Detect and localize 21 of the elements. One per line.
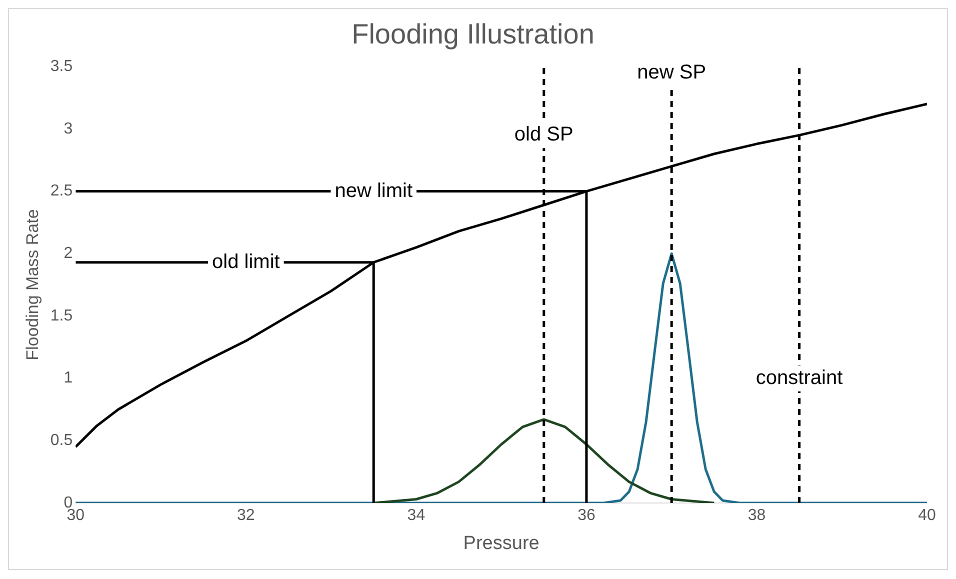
chart-title: Flooding Illustration: [352, 18, 594, 50]
annotation: old limit: [212, 250, 280, 273]
y-tick-label: 3: [64, 120, 73, 138]
annotation: new limit: [334, 180, 413, 202]
x-axis-title: Pressure: [463, 532, 540, 554]
x-tick-label: 40: [918, 507, 936, 524]
y-axis-title: Flooding Mass Rate: [22, 209, 42, 360]
x-tick-label: 34: [407, 507, 426, 524]
y-tick-label: 2.5: [50, 182, 73, 200]
annotation: old SP: [514, 124, 574, 146]
annotation: constraint: [756, 366, 844, 389]
x-tick-label: 30: [66, 507, 85, 524]
x-tick-label: 36: [578, 507, 596, 524]
x-tick-label: 38: [748, 507, 766, 524]
y-tick-label: 1.5: [50, 307, 73, 324]
y-tick-label: 2: [64, 245, 73, 262]
y-tick-label: 3.5: [50, 58, 73, 76]
x-tick-label: 32: [237, 507, 255, 524]
y-tick-label: 1: [64, 370, 73, 387]
y-tick-label: 0.5: [50, 432, 73, 450]
annotation: new SP: [637, 61, 706, 84]
